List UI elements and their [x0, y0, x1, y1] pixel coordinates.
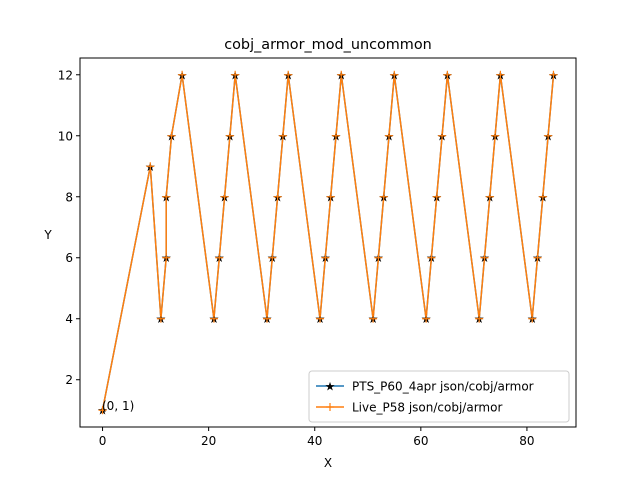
y-tick-label: 8: [65, 190, 73, 204]
data-point-plus: [438, 131, 447, 140]
data-point-plus: [231, 70, 240, 79]
data-point-plus: [374, 253, 383, 262]
x-tick-label: 80: [519, 434, 534, 448]
data-point-plus: [278, 131, 287, 140]
data-point-plus: [220, 192, 229, 201]
data-point-plus: [422, 314, 431, 323]
data-point-plus: [321, 253, 330, 262]
data-point-plus: [369, 314, 378, 323]
data-point-plus: [146, 162, 155, 171]
data-point-plus: [162, 253, 171, 262]
data-point-plus: [496, 70, 505, 79]
data-point-plus: [390, 70, 399, 79]
data-point-plus: [316, 314, 325, 323]
x-tick-label: 40: [307, 434, 322, 448]
data-point-plus: [427, 253, 436, 262]
y-tick-label: 4: [65, 312, 73, 326]
data-point-plus: [225, 131, 234, 140]
legend-label-live: Live_P58 json/cobj/armor: [352, 401, 502, 415]
data-point-plus: [337, 70, 346, 79]
legend-star-marker: ★: [325, 380, 336, 394]
data-point-plus: [167, 131, 176, 140]
x-tick-label: 20: [201, 434, 216, 448]
data-point-plus: [156, 314, 165, 323]
data-point-plus: [326, 192, 335, 201]
data-point-plus: [262, 314, 271, 323]
data-point-plus: [215, 253, 224, 262]
axes-frame: [79, 57, 577, 428]
legend-box: [308, 370, 570, 423]
plot-area: ★★★★★★★★★★★★★★★★★★★★★★★★★★★★★★★★★★★★★★★★…: [97, 68, 559, 417]
data-point-plus: [178, 70, 187, 79]
axes: 0 20 40 60 80 2 4 6 8 10 12: [58, 57, 577, 448]
x-axis-label: X: [324, 456, 332, 470]
data-point-plus: [549, 70, 558, 79]
x-tick-label: 60: [413, 434, 428, 448]
chart-title: cobj_armor_mod_uncommon: [224, 37, 432, 53]
series-line-1: [101, 74, 555, 411]
data-point-plus: [162, 192, 171, 201]
legend-label-pts: PTS_P60_4apr json/cobj/armor: [352, 380, 534, 394]
data-point-plus: [544, 131, 553, 140]
data-point-plus: [432, 192, 441, 201]
point-annotation: (0, 1): [102, 399, 134, 413]
y-tick-label: 10: [58, 129, 73, 143]
data-point-plus: [268, 253, 277, 262]
data-point-plus: [485, 192, 494, 201]
data-point-plus: [209, 314, 218, 323]
data-point-plus: [491, 131, 500, 140]
data-point-plus: [379, 192, 388, 201]
data-point-plus: [480, 253, 489, 262]
y-axis-label: Y: [43, 228, 52, 242]
data-point-plus: [331, 131, 340, 140]
data-point-plus: [443, 70, 452, 79]
y-tick-label: 6: [65, 251, 73, 265]
data-point-plus: [385, 131, 394, 140]
data-point-plus: [533, 253, 542, 262]
legend: ★ PTS_P60_4apr json/cobj/armor Live_P58 …: [308, 370, 570, 423]
data-point-plus: [98, 406, 107, 415]
data-point-plus: [475, 314, 484, 323]
y-tick-label: 12: [58, 68, 73, 82]
data-point-plus: [284, 70, 293, 79]
data-point-plus: [538, 192, 547, 201]
x-tick-label: 0: [99, 434, 107, 448]
data-point-plus: [273, 192, 282, 201]
y-tick-label: 2: [65, 373, 73, 387]
data-point-plus: [528, 314, 537, 323]
